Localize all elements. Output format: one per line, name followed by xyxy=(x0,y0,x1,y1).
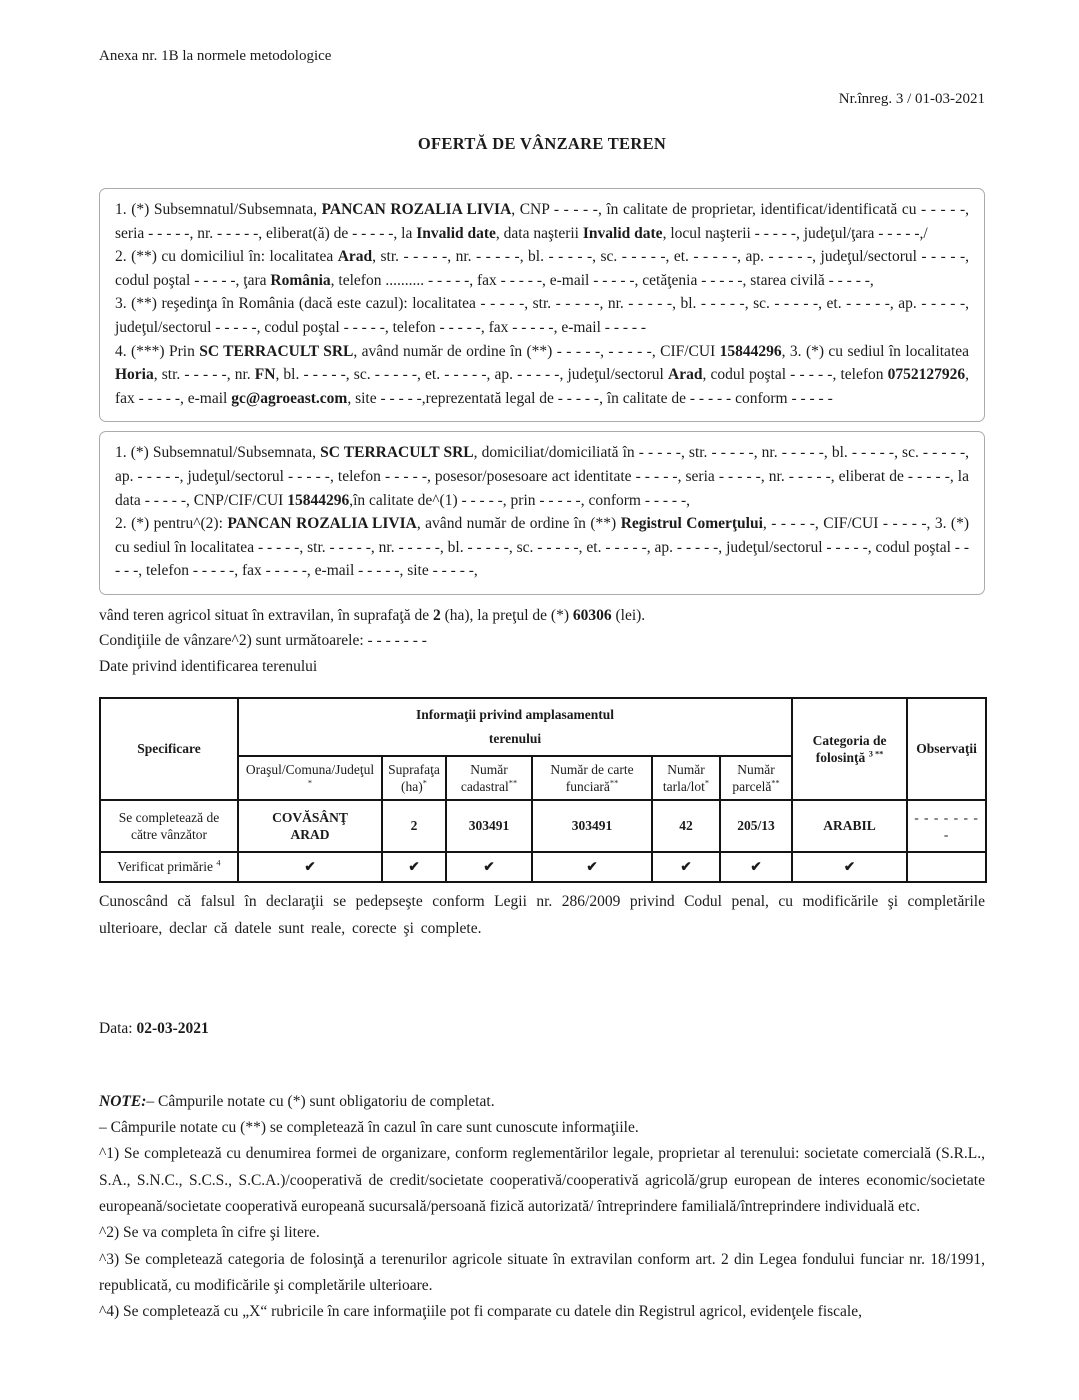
note-optional-fields: – Câmpurile notate cu (**) se completeaz… xyxy=(99,1119,639,1137)
table-header-location-line1: Informaţii privind amplasamentul xyxy=(416,706,615,722)
table-header-location-line2: terenului xyxy=(488,730,542,746)
table-subheader-cadastral-number: Număr cadastral** xyxy=(445,754,533,801)
owner-paragraph-2: 2. (**) cu domiciliul în: localitatea Ar… xyxy=(115,248,969,289)
annex-label: Anexa nr. 1B la normele metodologice xyxy=(99,48,332,64)
verify-row-label: Verificat primărie 4 xyxy=(99,850,239,883)
seller-parcel-value: 205/13 xyxy=(718,798,794,853)
seller-cadastral-value: 303491 xyxy=(445,798,533,853)
seller-category-value: ARABIL xyxy=(791,798,909,853)
table-header-location-group: Informaţii privind amplasamentul terenul… xyxy=(236,696,794,757)
notes-section: NOTE:– Câmpurile notate cu (*) sunt obli… xyxy=(99,1089,985,1326)
seller-plot-value: 42 xyxy=(651,798,721,853)
representative-paragraph-1: 1. (*) Subsemnatul/Subsemnata, SC TERRAC… xyxy=(115,444,969,509)
document-page: Anexa nr. 1B la normele metodologice Nr.… xyxy=(99,48,988,1326)
land-identification-table: Specificare Informaţii privind amplasame… xyxy=(99,696,988,883)
verify-check-observations xyxy=(906,850,988,883)
footnote-2: ^2) Se va completa în cifre şi litere. xyxy=(99,1224,320,1242)
verify-check-parcel: ✔ xyxy=(718,850,794,883)
verify-check-city: ✔ xyxy=(237,850,383,883)
representative-paragraph-2: 2. (*) pentru^(2): PANCAN ROZALIA LIVIA,… xyxy=(115,515,970,580)
table-header-observations: Observaţii xyxy=(906,696,988,801)
verify-check-category: ✔ xyxy=(791,850,909,883)
table-subheader-area: Suprafaţa (ha)* xyxy=(381,754,447,801)
owner-paragraph-1: 1. (*) Subsemnatul/Subsemnata, PANCAN RO… xyxy=(115,201,969,242)
seller-observations-value: - - - - - - - - xyxy=(906,798,988,853)
table-header-usage-category: Categoria de folosinţă 3 ** xyxy=(791,696,909,801)
table-subheader-land-book-number: Număr de carte funciară** xyxy=(531,754,653,801)
verify-check-land-book: ✔ xyxy=(531,850,653,883)
footnote-4: ^4) Se completează cu „X“ rubricile în c… xyxy=(99,1303,862,1321)
sale-conditions: Condiţiile de vânzare^2) sunt următoarel… xyxy=(99,632,427,650)
table-header-specification: Specificare xyxy=(99,696,239,801)
seller-area-value: 2 xyxy=(381,798,447,853)
table-subheader-plot-number: Număr tarla/lot* xyxy=(651,754,721,801)
seller-data-row: Se completează de către vânzător COVĂSÂN… xyxy=(99,798,988,853)
verification-row: Verificat primărie 4 ✔ ✔ ✔ ✔ ✔ ✔ ✔ xyxy=(99,850,988,883)
verify-check-cadastral: ✔ xyxy=(445,850,533,883)
footnote-3: ^3) Se completează categoria de folosinţ… xyxy=(99,1250,985,1294)
page-title: OFERTĂ DE VÂNZARE TEREN xyxy=(417,134,667,153)
table-subheader-city: Oraşul/Comuna/Judeţul * xyxy=(237,754,383,801)
owner-paragraph-4: 4. (***) Prin SC TERRACULT SRL, având nu… xyxy=(115,342,970,407)
land-identification-heading: Date privind identificarea terenului xyxy=(99,657,318,675)
representative-info-box: 1. (*) Subsemnatul/Subsemnata, SC TERRAC… xyxy=(99,431,985,595)
sale-statement: vând teren agricol situat în extravilan,… xyxy=(99,606,646,624)
date-line: Data: 02-03-2021 xyxy=(99,1019,209,1037)
verify-check-plot: ✔ xyxy=(651,850,721,883)
footnote-1: ^1) Se completează cu denumirea formei d… xyxy=(99,1145,985,1215)
owner-paragraph-3: 3. (**) reşedinţa în România (dacă este … xyxy=(115,295,969,336)
owner-info-box: 1. (*) Subsemnatul/Subsemnata, PANCAN RO… xyxy=(99,188,985,423)
verify-check-area: ✔ xyxy=(381,850,447,883)
seller-land-book-value: 303491 xyxy=(531,798,653,853)
table-subheader-parcel-number: Număr parcelă** xyxy=(718,754,794,801)
seller-row-label: Se completează de către vânzător xyxy=(99,798,239,853)
registration-number: Nr.înreg. 3 / 01-03-2021 xyxy=(838,91,985,107)
seller-city-value: COVĂSÂNŢ ARAD xyxy=(237,798,383,853)
note-mandatory-fields: NOTE:– Câmpurile notate cu (*) sunt obli… xyxy=(99,1092,495,1110)
declaration-statement: Cunoscând că falsul în declaraţii se ped… xyxy=(99,892,985,937)
